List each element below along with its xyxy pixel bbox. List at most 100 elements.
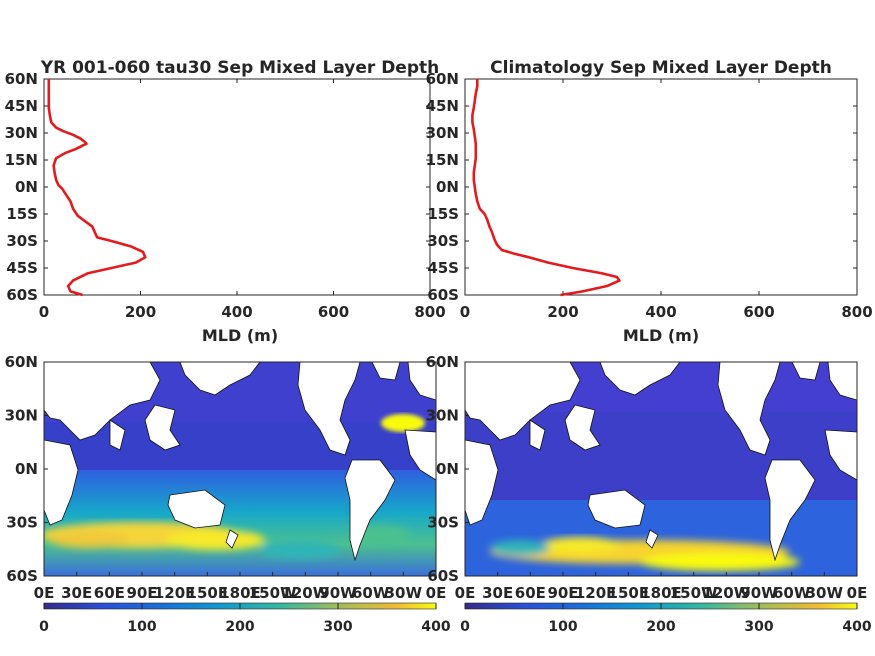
x-tick-label: 600 xyxy=(743,303,774,321)
lon-tick-label: 30W xyxy=(806,584,844,602)
x-tick-label: 200 xyxy=(125,303,156,321)
lat-tick-label: 0N xyxy=(436,460,459,478)
lon-tick-label: 60E xyxy=(515,584,546,602)
y-tick-label: 15S xyxy=(427,205,459,223)
lon-tick-label: 150W xyxy=(249,584,297,602)
colorbar-tick-label: 400 xyxy=(842,619,871,635)
lon-tick-label: 0E xyxy=(847,584,868,602)
lon-tick-label: 180E xyxy=(219,584,261,602)
lat-tick-label: 30S xyxy=(6,514,38,532)
lon-tick-label: 90W xyxy=(740,584,778,602)
map-land xyxy=(465,362,857,562)
y-tick-label: 45S xyxy=(6,259,38,277)
lon-tick-label: 30E xyxy=(482,584,513,602)
colorbar-tick-label: 0 xyxy=(39,619,49,635)
y-tick-label: 30N xyxy=(5,124,38,142)
map-xticks: 0E 30E 60E 90E120E150E180E150W120W90W60W30W… xyxy=(455,572,868,602)
y-tick-label: 60S xyxy=(6,286,38,304)
mld-map-climatology: 0E 30E 60E 90E120E150E180E150W120W90W60W30W… xyxy=(426,353,872,635)
colorbar-tick-label: 100 xyxy=(127,619,156,635)
colorbar-ticks: 0 100 200 300 400 xyxy=(39,603,451,635)
profile-plot-model: YR 001-060 tau30 Sep Mixed Layer Depth 0… xyxy=(5,58,446,345)
map-xticks: 0E 30E 60E 90E120E150E180E150W120W90W60W30W… xyxy=(34,572,447,602)
colorbar-tick-label: 0 xyxy=(460,619,470,635)
map-field xyxy=(465,362,857,576)
lon-tick-label: 120E xyxy=(575,584,617,602)
y-tick-label: 45N xyxy=(426,97,459,115)
lon-tick-label: 90E xyxy=(547,584,578,602)
lon-tick-label: 150W xyxy=(670,584,718,602)
lon-tick-label: 60E xyxy=(94,584,125,602)
lat-tick-label: 30N xyxy=(426,407,459,425)
map-field xyxy=(44,362,436,576)
colorbar-tick-label: 100 xyxy=(548,619,577,635)
mld-map-model: 0E 30E 60E 90E120E150E180E150W120W90W60W30W… xyxy=(5,353,451,635)
lon-tick-label: 150E xyxy=(187,584,229,602)
map-land xyxy=(44,362,436,562)
y-tick-label: 45S xyxy=(427,259,459,277)
colorbar-tick-label: 300 xyxy=(744,619,773,635)
x-tick-label: 0 xyxy=(460,303,470,321)
profile-plot-climatology: Climatology Sep Mixed Layer Depth 0 200 40… xyxy=(426,58,873,345)
lat-tick-label: 30S xyxy=(427,514,459,532)
profile-xlabel: MLD (m) xyxy=(623,326,699,345)
colorbar-tick-label: 300 xyxy=(323,619,352,635)
profile-title-model: YR 001-060 tau30 Sep Mixed Layer Depth xyxy=(40,58,439,78)
colorbar-tick-label: 200 xyxy=(225,619,254,635)
y-tick-label: 30S xyxy=(427,232,459,250)
x-tick-label: 200 xyxy=(547,303,578,321)
profile-xticks: 0 200 400 600 800 xyxy=(460,79,873,321)
x-tick-label: 0 xyxy=(39,303,49,321)
x-tick-label: 800 xyxy=(841,303,872,321)
map-yticks: 60N 30N 0N 30S 60S xyxy=(426,353,469,585)
lon-tick-label: 120W xyxy=(281,584,329,602)
lon-tick-label: 150E xyxy=(608,584,650,602)
lon-tick-label: 0E xyxy=(455,584,476,602)
lon-tick-label: 90W xyxy=(319,584,357,602)
x-tick-label: 400 xyxy=(221,303,252,321)
y-tick-label: 60N xyxy=(426,70,459,88)
x-tick-label: 800 xyxy=(414,303,445,321)
profile-axes-box xyxy=(464,78,858,296)
y-tick-label: 60S xyxy=(427,286,459,304)
y-tick-label: 30S xyxy=(6,232,38,250)
lat-tick-label: 30N xyxy=(5,407,38,425)
colorbar-ticks: 0 100 200 300 400 xyxy=(460,603,872,635)
x-tick-label: 600 xyxy=(318,303,349,321)
lon-tick-label: 60W xyxy=(352,584,390,602)
profile-yticks: 60N 45N 30N 15N 0N 15S 30S 45S 60S xyxy=(5,70,430,304)
lat-tick-label: 60N xyxy=(426,353,459,371)
lon-tick-label: 0E xyxy=(34,584,55,602)
profile-xlabel: MLD (m) xyxy=(202,326,278,345)
mld-profile-line-climatology xyxy=(471,79,621,297)
lon-tick-label: 30W xyxy=(385,584,423,602)
y-tick-label: 30N xyxy=(426,124,459,142)
lon-tick-label: 120W xyxy=(702,584,750,602)
lon-tick-label: 180E xyxy=(640,584,682,602)
lat-tick-label: 0N xyxy=(15,460,38,478)
y-tick-label: 15S xyxy=(6,205,38,223)
profile-axes-box xyxy=(43,78,431,296)
profile-title-climatology: Climatology Sep Mixed Layer Depth xyxy=(490,58,832,78)
colorbar-tick-label: 200 xyxy=(646,619,675,635)
y-tick-label: 45N xyxy=(5,97,38,115)
lon-tick-label: 0E xyxy=(426,584,447,602)
lon-tick-label: 90E xyxy=(126,584,157,602)
lat-tick-label: 60N xyxy=(5,353,38,371)
y-tick-label: 15N xyxy=(426,151,459,169)
x-tick-label: 400 xyxy=(645,303,676,321)
y-tick-label: 15N xyxy=(5,151,38,169)
mld-profile-line-model xyxy=(47,79,147,297)
y-tick-label: 0N xyxy=(436,178,459,196)
profile-yticks: 60N 45N 30N 15N 0N 15S 30S 45S 60S xyxy=(426,70,857,304)
lat-tick-label: 60S xyxy=(427,567,459,585)
lon-tick-label: 120E xyxy=(154,584,196,602)
lat-tick-label: 60S xyxy=(6,567,38,585)
y-tick-label: 60N xyxy=(5,70,38,88)
y-tick-label: 0N xyxy=(15,178,38,196)
profile-xticks: 0 200 400 600 800 xyxy=(39,79,446,321)
lon-tick-label: 60W xyxy=(773,584,811,602)
map-yticks: 60N 30N 0N 30S 60S xyxy=(5,353,48,585)
lon-tick-label: 30E xyxy=(61,584,92,602)
